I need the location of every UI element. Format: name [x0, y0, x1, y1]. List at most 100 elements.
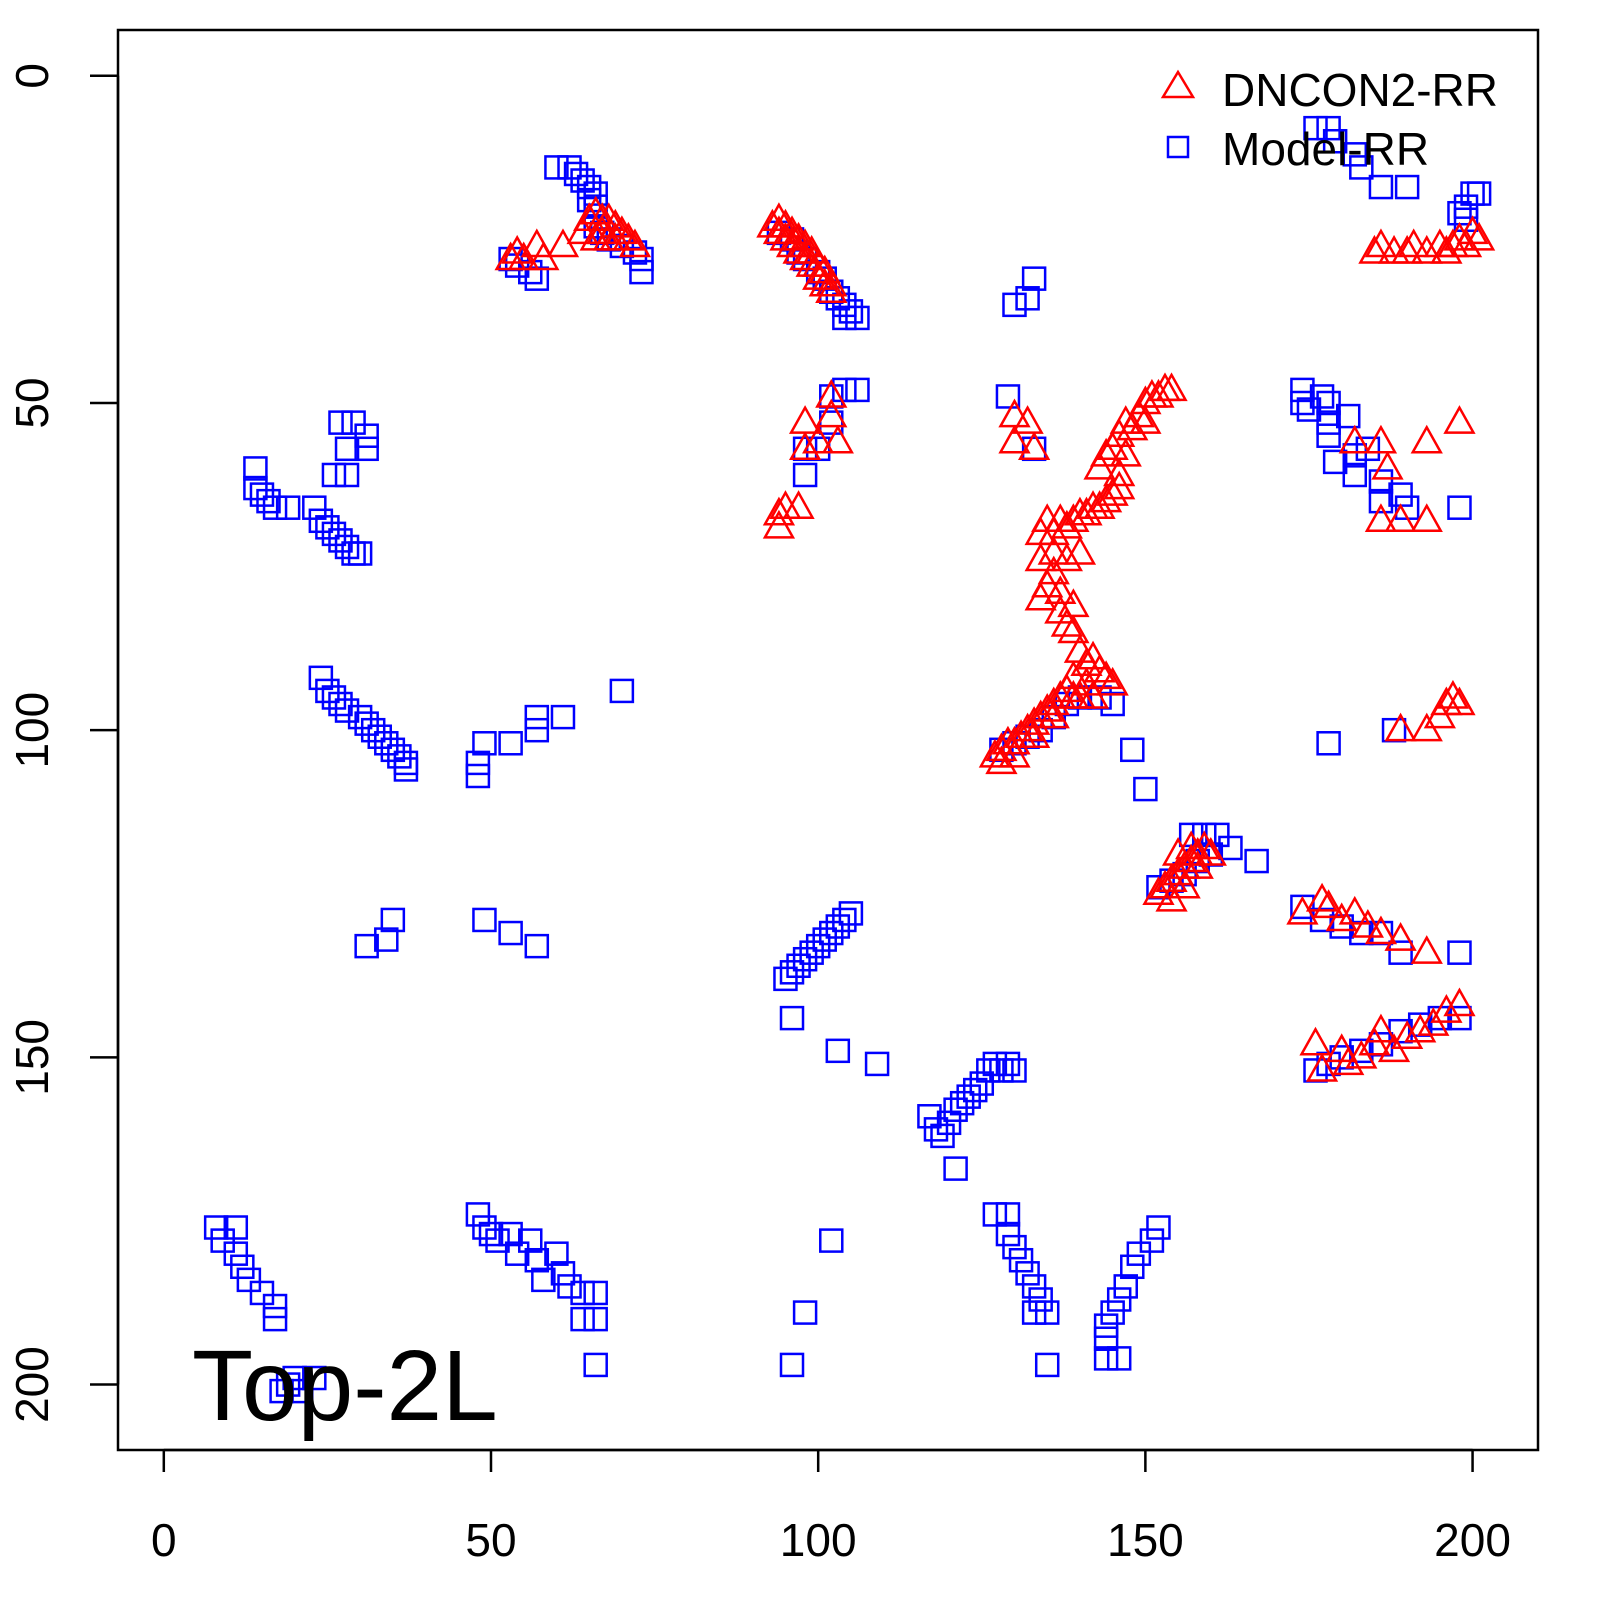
model-rr-point [570, 1280, 595, 1306]
dncon2-rr-point [802, 424, 835, 454]
model-rr-point [498, 920, 523, 946]
model-rr-point [393, 757, 419, 782]
y-tick-label: 200 [6, 1346, 58, 1423]
model-rr-point [243, 475, 268, 501]
model-rr-point [1296, 397, 1322, 422]
model-rr-point [1015, 1261, 1040, 1286]
model-rr-point [1342, 462, 1368, 488]
model-rr-point [347, 541, 373, 566]
model-rr-point [1309, 384, 1335, 409]
model-rr-point [779, 1352, 805, 1378]
model-rr-point [1021, 1300, 1047, 1325]
dncon2-rr-point [788, 228, 822, 258]
model-rr-point [1126, 1241, 1152, 1266]
dncon2-rr-point [1083, 450, 1116, 480]
model-rr-point [334, 698, 360, 723]
model-rr-point [472, 1215, 497, 1240]
model-rr-point [518, 1228, 543, 1253]
model-rr-point [256, 488, 281, 514]
dncon2-rr-point [1050, 607, 1083, 637]
model-rr-point [825, 1038, 851, 1064]
model-rr-point [779, 1005, 805, 1031]
model-rr-point [1218, 835, 1243, 861]
model-rr-point [923, 1117, 949, 1142]
model-rr-point [969, 1071, 995, 1096]
model-rr-point [570, 1306, 595, 1332]
model-rr-point [1100, 691, 1125, 717]
model-rr-point [917, 1104, 942, 1129]
dncon2-rr-point [1338, 895, 1371, 925]
model-rr-point [544, 155, 569, 180]
model-rr-point [1316, 410, 1341, 435]
dncon2-rr-point [1305, 882, 1339, 912]
model-rr-point [308, 508, 334, 534]
model-rr-point [936, 1110, 962, 1136]
model-rr-point [1015, 286, 1040, 311]
model-rr-point [1447, 1005, 1472, 1031]
model-rr-point [236, 1267, 262, 1293]
model-rr-point [498, 731, 523, 756]
model-rr-point [465, 1202, 491, 1227]
model-rr-point [1008, 1247, 1034, 1273]
model-rr-point [341, 410, 366, 435]
dncon2-rr-point [1109, 437, 1142, 467]
model-rr-point [838, 901, 864, 926]
dncon2-rr-point [501, 234, 534, 264]
model-rr-point [982, 1051, 1008, 1077]
model-rr-point [949, 1090, 975, 1116]
model-rr-point [583, 1352, 608, 1378]
y-axis: 0 50 100 150 200 [6, 63, 120, 1423]
dncon2-rr-point [1404, 1013, 1437, 1043]
x-tick-label: 50 [465, 1514, 516, 1566]
model-rr-point [275, 495, 301, 520]
model-rr-point [315, 515, 340, 540]
dncon2-rr-point [1103, 457, 1136, 487]
dncon2-rr-point [1364, 503, 1398, 533]
dncon2-rr-point [762, 496, 796, 526]
model-rr-point [1316, 423, 1341, 448]
model-rr-point [557, 1274, 582, 1299]
model-rr-point [1368, 174, 1394, 200]
dncon2-rr-point [1161, 836, 1195, 866]
model-rr-point [354, 933, 379, 959]
model-rr-point [930, 1123, 955, 1149]
model-rr-point [1244, 848, 1269, 874]
model-rr-point [1021, 266, 1047, 291]
y-tick-label: 100 [6, 692, 58, 769]
model-rr-point [557, 155, 582, 180]
model-rr-point [498, 1221, 523, 1247]
dncon2-rr-point [782, 221, 815, 251]
x-axis: 0 50 100 150 200 [151, 1448, 1511, 1566]
model-rr-point [308, 665, 334, 691]
model-rr-point [275, 1372, 301, 1397]
model-rr-point [943, 1156, 968, 1181]
dncon2-rr-point [985, 745, 1018, 775]
model-rr-point [1368, 488, 1394, 514]
dncon2-rr-point [1397, 228, 1430, 258]
dncon2-rr-point [788, 405, 822, 434]
dncon2-rr-point [1436, 679, 1470, 709]
dncon2-rr-point [1017, 719, 1051, 748]
y-tick-label: 0 [6, 63, 58, 89]
model-rr-point [321, 462, 347, 488]
model-rr-point [465, 763, 491, 789]
model-rr-point [1466, 181, 1492, 206]
dncon2-rr-point [1083, 653, 1116, 683]
model-rr-point [1120, 737, 1145, 763]
dncon2-rr-point [1089, 660, 1123, 690]
dncon2-rr-point [1443, 686, 1476, 716]
model-rr-point [1355, 436, 1381, 462]
model-rr-point [269, 1378, 294, 1404]
model-rr-point [838, 299, 864, 324]
dncon2-rr-point [618, 228, 652, 258]
model-rr-point [367, 724, 393, 749]
dncon2-rr-point [1384, 922, 1417, 951]
model-rr-point [524, 704, 550, 730]
dncon2-rr-point [1175, 830, 1208, 860]
model-rr-point [243, 456, 268, 481]
model-rr-point [544, 1241, 569, 1266]
model-rr-point [223, 1215, 249, 1240]
model-rr-point [1034, 1352, 1060, 1378]
dncon2-rr-point [612, 221, 645, 251]
model-rr-point [282, 1365, 307, 1391]
